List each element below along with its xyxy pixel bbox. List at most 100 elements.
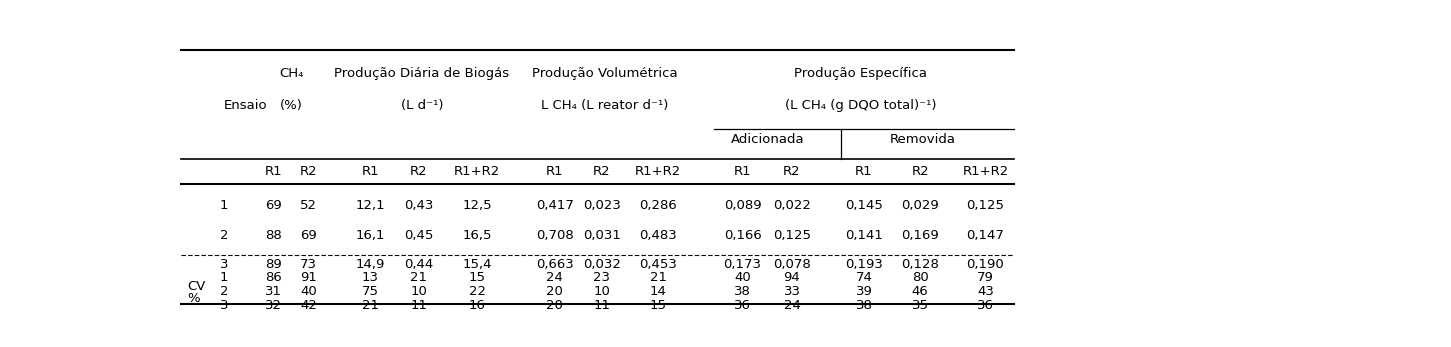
Text: 0,166: 0,166 xyxy=(724,229,762,242)
Text: 40: 40 xyxy=(734,271,750,284)
Text: 52: 52 xyxy=(300,200,316,212)
Text: 21: 21 xyxy=(411,271,427,284)
Text: R1: R1 xyxy=(734,165,752,178)
Text: 36: 36 xyxy=(977,299,994,312)
Text: 1: 1 xyxy=(221,271,228,284)
Text: 22: 22 xyxy=(469,285,486,298)
Text: R1: R1 xyxy=(546,165,563,178)
Text: 0,145: 0,145 xyxy=(844,200,882,212)
Text: 15: 15 xyxy=(469,271,486,284)
Text: 10: 10 xyxy=(593,285,611,298)
Text: 0,125: 0,125 xyxy=(773,229,811,242)
Text: 0,45: 0,45 xyxy=(403,229,434,242)
Text: 46: 46 xyxy=(911,285,929,298)
Text: 69: 69 xyxy=(266,200,281,212)
Text: Produção Volumétrica: Produção Volumétrica xyxy=(533,67,678,80)
Text: 0,453: 0,453 xyxy=(640,258,678,271)
Text: 0,708: 0,708 xyxy=(535,229,573,242)
Text: 0,141: 0,141 xyxy=(844,229,882,242)
Text: 35: 35 xyxy=(911,299,929,312)
Text: 14,9: 14,9 xyxy=(355,258,385,271)
Text: 24: 24 xyxy=(546,271,563,284)
Text: 11: 11 xyxy=(593,299,611,312)
Text: 33: 33 xyxy=(784,285,801,298)
Text: 75: 75 xyxy=(361,285,379,298)
Text: 31: 31 xyxy=(266,285,281,298)
Text: %: % xyxy=(187,292,200,305)
Text: 0,173: 0,173 xyxy=(724,258,762,271)
Text: R2: R2 xyxy=(593,165,611,178)
Text: 21: 21 xyxy=(361,299,379,312)
Text: 21: 21 xyxy=(650,271,666,284)
Text: 15,4: 15,4 xyxy=(463,258,492,271)
Text: 94: 94 xyxy=(784,271,801,284)
Text: 14: 14 xyxy=(650,285,666,298)
Text: (%): (%) xyxy=(280,99,302,112)
Text: CV: CV xyxy=(187,280,206,293)
Text: R1+R2: R1+R2 xyxy=(636,165,682,178)
Text: R2: R2 xyxy=(911,165,929,178)
Text: 0,022: 0,022 xyxy=(773,200,811,212)
Text: 2: 2 xyxy=(221,229,228,242)
Text: 0,029: 0,029 xyxy=(901,200,939,212)
Text: 38: 38 xyxy=(734,285,752,298)
Text: R2: R2 xyxy=(784,165,801,178)
Text: 20: 20 xyxy=(546,285,563,298)
Text: R2: R2 xyxy=(409,165,428,178)
Text: 86: 86 xyxy=(266,271,281,284)
Text: 10: 10 xyxy=(411,285,427,298)
Text: 42: 42 xyxy=(300,299,316,312)
Text: 43: 43 xyxy=(977,285,994,298)
Text: 12,1: 12,1 xyxy=(355,200,385,212)
Text: 0,031: 0,031 xyxy=(583,229,621,242)
Text: 80: 80 xyxy=(911,271,929,284)
Text: 40: 40 xyxy=(300,285,316,298)
Text: 0,089: 0,089 xyxy=(724,200,762,212)
Text: 3: 3 xyxy=(221,299,228,312)
Text: 36: 36 xyxy=(734,299,752,312)
Text: 88: 88 xyxy=(266,229,281,242)
Text: Produção Específica: Produção Específica xyxy=(794,67,927,80)
Text: Ensaio: Ensaio xyxy=(223,99,268,112)
Text: R1: R1 xyxy=(855,165,872,178)
Text: Removida: Removida xyxy=(889,133,956,146)
Text: 16,1: 16,1 xyxy=(355,229,385,242)
Text: 0,169: 0,169 xyxy=(901,229,939,242)
Text: 74: 74 xyxy=(856,271,872,284)
Text: 11: 11 xyxy=(411,299,427,312)
Text: (L d⁻¹): (L d⁻¹) xyxy=(400,99,443,112)
Text: 16,5: 16,5 xyxy=(463,229,492,242)
Text: 0,128: 0,128 xyxy=(901,258,939,271)
Text: 69: 69 xyxy=(300,229,316,242)
Text: 0,125: 0,125 xyxy=(966,200,1004,212)
Text: Adicionada: Adicionada xyxy=(730,133,804,146)
Text: 20: 20 xyxy=(546,299,563,312)
Text: 0,147: 0,147 xyxy=(966,229,1004,242)
Text: 89: 89 xyxy=(266,258,281,271)
Text: 0,023: 0,023 xyxy=(583,200,621,212)
Text: 0,286: 0,286 xyxy=(640,200,678,212)
Text: 12,5: 12,5 xyxy=(463,200,492,212)
Text: 38: 38 xyxy=(856,299,872,312)
Text: R1+R2: R1+R2 xyxy=(454,165,501,178)
Text: R1: R1 xyxy=(264,165,283,178)
Text: 1: 1 xyxy=(221,200,228,212)
Text: Produção Diária de Biogás: Produção Diária de Biogás xyxy=(335,67,509,80)
Text: 3: 3 xyxy=(221,258,228,271)
Text: R1+R2: R1+R2 xyxy=(962,165,1008,178)
Text: R1: R1 xyxy=(361,165,379,178)
Text: 32: 32 xyxy=(266,299,281,312)
Text: 91: 91 xyxy=(300,271,316,284)
Text: 0,43: 0,43 xyxy=(403,200,434,212)
Text: 0,190: 0,190 xyxy=(966,258,1004,271)
Text: 23: 23 xyxy=(593,271,611,284)
Text: R2: R2 xyxy=(300,165,318,178)
Text: 0,032: 0,032 xyxy=(583,258,621,271)
Text: 24: 24 xyxy=(784,299,801,312)
Text: 16: 16 xyxy=(469,299,486,312)
Text: 2: 2 xyxy=(221,285,228,298)
Text: 13: 13 xyxy=(361,271,379,284)
Text: 73: 73 xyxy=(300,258,316,271)
Text: CH₄: CH₄ xyxy=(279,67,303,80)
Text: 0,44: 0,44 xyxy=(403,258,434,271)
